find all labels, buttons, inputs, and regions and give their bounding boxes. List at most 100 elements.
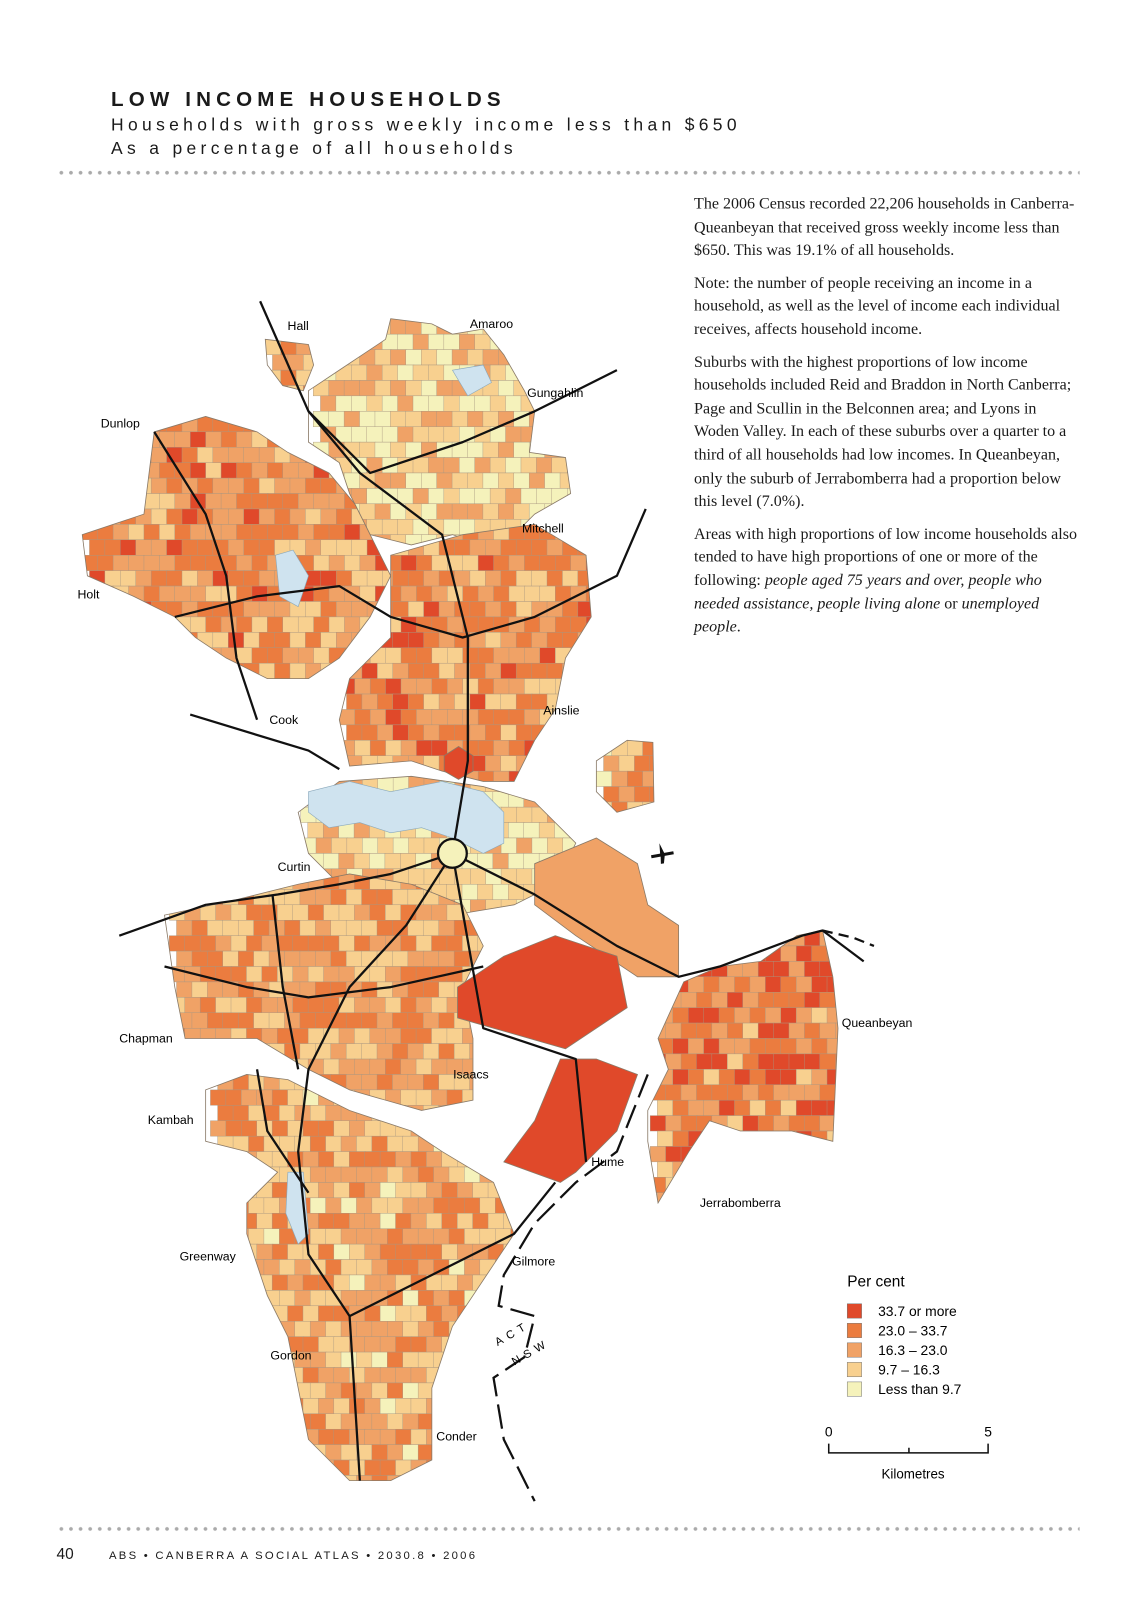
region-border <box>595 739 655 813</box>
suburb-cell <box>538 822 556 839</box>
suburb-cell <box>302 1459 320 1476</box>
suburb-cell <box>282 431 300 448</box>
suburb-cell <box>320 395 338 412</box>
suburb-cell <box>436 318 454 335</box>
suburb-cell <box>804 1084 822 1101</box>
suburb-cell <box>417 1475 435 1481</box>
suburb-cell <box>325 1105 343 1121</box>
road <box>307 369 618 475</box>
suburb-cell <box>305 508 323 525</box>
suburb-cell <box>382 570 391 587</box>
suburb-cell <box>426 1459 444 1476</box>
suburb-cell <box>539 647 557 664</box>
suburb-cell <box>524 585 542 602</box>
suburb-cell <box>688 1161 705 1178</box>
suburb-cell <box>376 1074 394 1091</box>
suburb-cell <box>315 920 332 936</box>
suburb-cell <box>516 868 534 885</box>
suburb-cell <box>387 1105 404 1121</box>
suburb-cell <box>237 950 255 967</box>
suburb-cell <box>366 395 384 412</box>
suburb-cell <box>340 1475 358 1481</box>
suburb-cell <box>169 873 186 890</box>
suburb-cell <box>749 1038 767 1055</box>
suburb-cell <box>569 791 576 808</box>
suburb-cell <box>546 570 564 587</box>
suburb-cell <box>788 1115 806 1132</box>
suburb-cell <box>371 1259 389 1276</box>
suburb-cell <box>657 976 675 993</box>
suburb-cell <box>397 426 415 443</box>
suburb-cell <box>780 1130 798 1147</box>
suburb-cell <box>292 1027 310 1044</box>
suburb-cell <box>325 1444 343 1461</box>
suburb-cell <box>190 555 207 571</box>
suburb-cell <box>302 1151 320 1168</box>
suburb-cell <box>150 632 168 648</box>
suburb-cell <box>436 411 454 427</box>
suburb-cell <box>680 1084 698 1101</box>
suburb-cell <box>302 1398 320 1414</box>
suburb-cell <box>410 1120 428 1137</box>
suburb-cell <box>387 1321 404 1337</box>
suburb-cell <box>228 477 245 494</box>
suburb-cell <box>371 1351 389 1368</box>
suburb-cell <box>338 1058 356 1075</box>
place-label: Queanbeyan <box>842 1016 913 1030</box>
suburb-cell <box>390 318 408 335</box>
suburb-cell <box>369 1058 387 1075</box>
suburb-cell <box>457 1305 474 1322</box>
suburb-cell <box>392 755 410 772</box>
suburb-cell <box>618 786 636 803</box>
suburb-cell <box>426 1398 444 1414</box>
suburb-cell <box>387 1228 404 1245</box>
suburb-cell <box>274 477 292 494</box>
suburb-cell <box>819 1146 837 1163</box>
suburb-cell <box>780 1069 798 1085</box>
suburb-cell <box>333 1243 351 1260</box>
suburb-cell <box>261 966 279 983</box>
suburb-cell <box>462 647 480 664</box>
suburb-cell <box>462 585 480 602</box>
suburb-cell <box>210 1305 228 1322</box>
suburb-cell <box>523 822 541 839</box>
suburb-cell <box>335 333 353 350</box>
suburb-cell <box>788 1146 806 1163</box>
suburb-cell <box>199 935 217 952</box>
suburb-cell <box>649 755 654 772</box>
suburb-cell <box>292 935 310 952</box>
suburb-cell <box>241 1243 258 1260</box>
suburb-cell <box>757 1084 775 1101</box>
suburb-cell <box>538 791 556 808</box>
suburb-cell <box>520 333 538 350</box>
suburb-cell <box>120 662 137 679</box>
suburb-cell <box>400 966 418 983</box>
suburb-cell <box>516 776 534 792</box>
suburb-cell <box>143 462 161 479</box>
suburb-cell <box>472 1305 490 1322</box>
suburb-cell <box>402 1197 420 1214</box>
suburb-cell <box>197 447 215 463</box>
suburb-cell <box>387 1197 404 1214</box>
suburb-cell <box>757 1053 775 1070</box>
suburb-cell <box>241 1459 258 1476</box>
suburb-cell <box>212 416 230 433</box>
suburb-cell <box>166 662 184 679</box>
suburb-cell <box>734 1130 752 1147</box>
suburb-cell <box>333 1182 351 1199</box>
suburb-cell <box>364 1151 382 1168</box>
suburb-cell <box>150 416 168 433</box>
suburb-cell <box>795 1192 813 1203</box>
suburb-cell <box>515 601 533 618</box>
suburb-cell <box>261 1058 279 1075</box>
suburb-cell <box>271 1459 289 1476</box>
suburb-cell <box>474 395 492 412</box>
suburb-cell <box>191 981 209 998</box>
suburb-cell <box>492 884 510 900</box>
suburb-cell <box>243 508 261 525</box>
suburb-cell <box>500 662 518 679</box>
suburb-cell <box>811 1007 829 1024</box>
suburb-cell <box>340 1444 358 1461</box>
suburb-cell <box>143 616 161 633</box>
suburb-cell <box>271 1428 289 1445</box>
